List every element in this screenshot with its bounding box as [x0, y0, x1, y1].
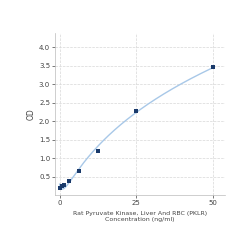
Point [96, 149, 100, 153]
Point [62, 183, 66, 187]
Y-axis label: OD: OD [27, 108, 36, 120]
Point [134, 109, 138, 113]
Point [58, 186, 62, 190]
Point [211, 65, 215, 69]
Point [77, 169, 81, 173]
Point [67, 179, 71, 183]
Point [60, 184, 64, 188]
X-axis label: Rat Pyruvate Kinase, Liver And RBC (PKLR)
Concentration (ng/ml): Rat Pyruvate Kinase, Liver And RBC (PKLR… [73, 212, 207, 222]
